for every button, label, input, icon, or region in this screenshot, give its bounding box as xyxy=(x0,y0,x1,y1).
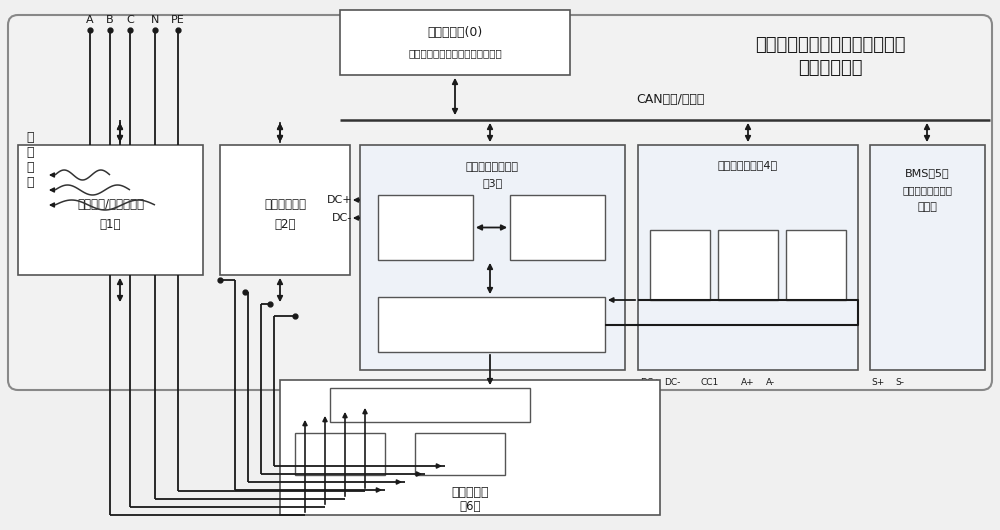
Bar xyxy=(220,145,350,275)
Text: CC1信号: CC1信号 xyxy=(732,252,764,262)
Text: 测试检测系统: 测试检测系统 xyxy=(798,59,862,77)
Text: 辅助电源: 辅助电源 xyxy=(804,252,828,262)
Text: 能量回馈型电动汽车直流充电桩: 能量回馈型电动汽车直流充电桩 xyxy=(755,36,905,54)
Text: A-: A- xyxy=(765,378,775,387)
FancyBboxPatch shape xyxy=(8,15,992,390)
Bar xyxy=(510,195,605,260)
Text: PE: PE xyxy=(171,15,185,25)
Text: DC+: DC+ xyxy=(640,378,660,387)
Text: S+: S+ xyxy=(871,378,885,387)
Text: AC/DC模块: AC/DC模块 xyxy=(401,223,450,233)
Bar xyxy=(415,433,505,475)
Text: （电动汽车直流充电桩检测系统）: （电动汽车直流充电桩检测系统） xyxy=(408,48,502,58)
Text: 串压/串流: 串压/串流 xyxy=(667,252,693,262)
Bar xyxy=(378,297,605,352)
Text: 模拟器: 模拟器 xyxy=(918,202,937,212)
Text: 电压采集: 电压采集 xyxy=(804,268,828,278)
Text: 上位机系统(0): 上位机系统(0) xyxy=(427,26,483,40)
Bar xyxy=(650,230,710,300)
Text: （6）: （6） xyxy=(459,500,481,514)
Bar xyxy=(340,10,570,75)
Text: CAN总线/以太网: CAN总线/以太网 xyxy=(636,93,704,106)
Text: DC+: DC+ xyxy=(326,195,352,205)
Text: A: A xyxy=(86,15,94,25)
Text: BMS（5）: BMS（5） xyxy=(905,168,950,178)
Text: 采集: 采集 xyxy=(674,268,686,278)
Text: 直流充电桩座接口: 直流充电桩座接口 xyxy=(464,318,520,331)
Text: A+: A+ xyxy=(741,378,755,387)
Text: 交流配电/变频调压器: 交流配电/变频调压器 xyxy=(77,199,144,211)
Text: 控制系统: 控制系统 xyxy=(447,449,473,459)
Text: DC-: DC- xyxy=(332,213,352,223)
Bar xyxy=(718,230,778,300)
Text: AC/DC模块: AC/DC模块 xyxy=(316,449,364,459)
Bar xyxy=(870,145,985,370)
Text: （1）: （1） xyxy=(100,218,121,232)
Bar xyxy=(378,195,473,260)
Bar xyxy=(18,145,203,275)
Text: N: N xyxy=(151,15,159,25)
Bar xyxy=(360,145,625,370)
Text: C: C xyxy=(126,15,134,25)
Bar xyxy=(295,433,385,475)
Bar xyxy=(786,230,846,300)
Text: 采集: 采集 xyxy=(742,268,754,278)
Text: （3）: （3） xyxy=(482,178,503,188)
Text: 供
电
电
网: 供 电 电 网 xyxy=(26,131,34,189)
Bar xyxy=(638,145,858,370)
Text: 信号采集单元（4）: 信号采集单元（4） xyxy=(718,160,778,170)
Text: 功率分析仪器: 功率分析仪器 xyxy=(264,199,306,211)
Text: DC-: DC- xyxy=(664,378,680,387)
Text: 直流充电桩接口: 直流充电桩接口 xyxy=(407,400,453,410)
Text: （2）: （2） xyxy=(274,218,296,232)
Text: CC1: CC1 xyxy=(701,378,719,387)
Text: （电池管理系统）: （电池管理系统） xyxy=(902,185,952,195)
Text: DC/DC模块: DC/DC模块 xyxy=(533,223,582,233)
Bar xyxy=(330,388,530,422)
Text: 能量回馈功率单元: 能量回馈功率单元 xyxy=(466,162,519,172)
Text: B: B xyxy=(106,15,114,25)
Bar xyxy=(280,380,660,515)
Text: S-: S- xyxy=(896,378,904,387)
Text: 直流充电桩: 直流充电桩 xyxy=(451,487,489,499)
